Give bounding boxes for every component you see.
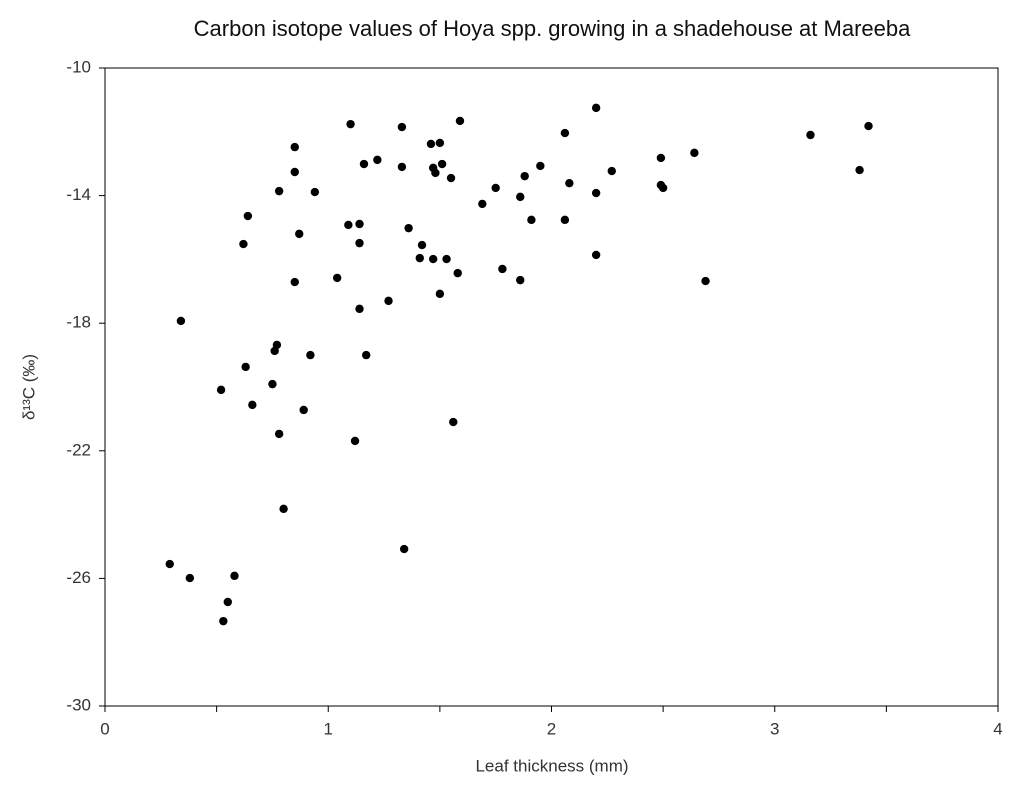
point (306, 350, 315, 360)
x-tick-label: 2 (547, 719, 556, 738)
point (658, 183, 668, 193)
point (359, 159, 369, 169)
point (230, 571, 239, 581)
point (591, 188, 601, 198)
point (355, 304, 364, 314)
point (185, 573, 195, 583)
point (241, 362, 250, 372)
point (248, 400, 257, 410)
point (373, 155, 382, 165)
x-tick-label: 4 (993, 719, 1002, 738)
point (426, 139, 436, 149)
point (560, 215, 570, 225)
point (437, 159, 447, 169)
point (520, 171, 529, 181)
point (453, 268, 462, 278)
y-tick-label: -14 (66, 185, 91, 204)
point (384, 296, 393, 306)
point (591, 103, 601, 113)
point (239, 239, 248, 249)
point (223, 597, 232, 607)
point (498, 264, 507, 274)
point (216, 385, 226, 395)
y-axis-label: δ¹³C (‰) (19, 354, 38, 420)
point (404, 223, 413, 233)
y-tick-label: -30 (66, 695, 91, 714)
point (219, 616, 228, 626)
chart-title: Carbon isotope values of Hoya spp. growi… (194, 16, 911, 41)
point (332, 273, 342, 283)
point (279, 504, 288, 514)
point (431, 168, 440, 178)
point (310, 187, 320, 197)
point (855, 165, 864, 175)
y-tick-label: -10 (66, 57, 91, 76)
point (415, 253, 424, 263)
point (355, 238, 364, 248)
point (274, 186, 284, 196)
point (290, 277, 299, 287)
y-tick-label: -26 (66, 568, 91, 587)
point (591, 250, 601, 260)
point (346, 119, 355, 129)
point (295, 229, 304, 239)
point (435, 289, 445, 299)
point (176, 316, 186, 326)
point (455, 116, 465, 126)
point (864, 121, 873, 131)
point (299, 405, 308, 415)
point (290, 167, 299, 177)
point (478, 199, 487, 209)
point (491, 183, 500, 193)
point (449, 417, 458, 427)
point (565, 178, 574, 188)
point (243, 211, 253, 221)
point (701, 276, 710, 286)
point (536, 161, 545, 171)
point (560, 128, 570, 138)
point (516, 275, 525, 285)
x-axis-label: Leaf thickness (mm) (475, 756, 628, 775)
point (527, 215, 536, 225)
point (806, 130, 815, 140)
point (442, 254, 451, 264)
x-tick-label: 0 (100, 719, 109, 738)
point (516, 192, 525, 202)
point (344, 220, 353, 230)
x-tick-label: 1 (324, 719, 333, 738)
point (268, 379, 277, 389)
point (428, 254, 438, 264)
point (607, 166, 616, 176)
point (355, 219, 364, 229)
point (290, 142, 299, 152)
point (397, 122, 407, 132)
point (399, 544, 409, 554)
point (350, 436, 360, 446)
point (446, 173, 456, 183)
point (362, 350, 371, 360)
point (656, 153, 666, 163)
point (417, 240, 427, 250)
point (397, 162, 407, 172)
point (165, 559, 174, 569)
point (272, 340, 282, 350)
x-tick-label: 3 (770, 719, 779, 738)
point (274, 429, 284, 439)
point (435, 138, 445, 148)
y-tick-label: -18 (66, 313, 91, 332)
point (690, 148, 699, 158)
y-tick-label: -22 (66, 440, 91, 459)
